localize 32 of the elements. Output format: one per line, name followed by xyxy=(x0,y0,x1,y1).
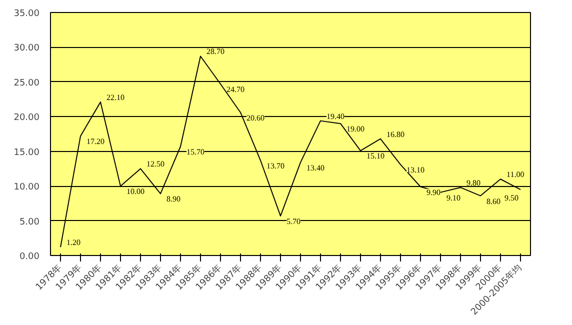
text: 5.70 xyxy=(286,216,300,226)
text: 19.40 xyxy=(326,112,344,121)
text: 19.00 xyxy=(346,124,364,134)
text: 24.70 xyxy=(226,85,244,94)
text: 17.20 xyxy=(86,137,104,146)
text: 9.10 xyxy=(446,193,460,202)
text: 13.10 xyxy=(406,166,424,175)
y-tick-label: 10.00 xyxy=(14,182,40,193)
y-tick-label: 20.00 xyxy=(14,113,40,124)
y-tick-label: 25.00 xyxy=(14,78,40,88)
text: 11.00 xyxy=(506,170,524,180)
y-tick-label: 0.00 xyxy=(19,252,40,262)
y-tick-label: 30.00 xyxy=(14,44,40,54)
y-tick-label: 15.00 xyxy=(14,148,40,158)
text: 1.20 xyxy=(66,238,80,248)
text: 15.10 xyxy=(366,152,384,161)
y-tick-label: 35.00 xyxy=(14,9,40,19)
text: 9.80 xyxy=(466,178,480,188)
text: 9.90 xyxy=(426,188,440,197)
text: 8.90 xyxy=(166,194,180,204)
text: 10.00 xyxy=(126,187,144,196)
y-tick-label: 5.00 xyxy=(19,217,40,228)
text: 22.10 xyxy=(106,93,124,102)
text: 20.60 xyxy=(246,113,264,122)
text: 28.70 xyxy=(206,47,224,56)
text: 15.70 xyxy=(186,147,204,156)
text: 13.40 xyxy=(306,163,324,172)
text: 12.50 xyxy=(146,160,164,169)
text: 8.60 xyxy=(486,196,500,206)
text: 16.80 xyxy=(386,130,404,139)
text: 13.70 xyxy=(266,161,284,170)
text: 9.50 xyxy=(504,194,518,203)
